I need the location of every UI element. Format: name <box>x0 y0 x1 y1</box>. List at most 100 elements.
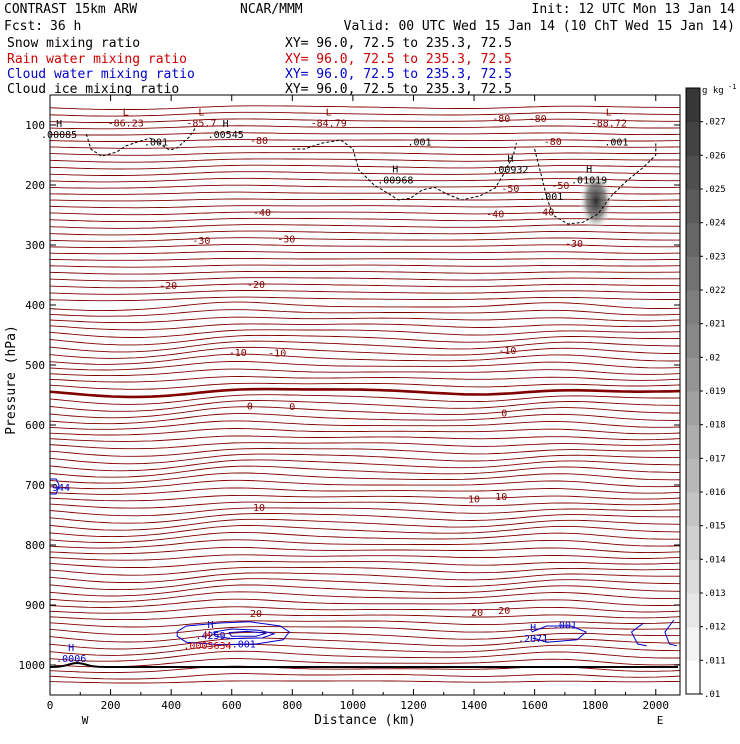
header-valid: Valid: 00 UTC Wed 15 Jan 14 (10 ChT Wed … <box>344 19 735 34</box>
colorbar-unit-exponent: -1 <box>728 83 736 91</box>
colorbar-label: .022 <box>704 286 726 296</box>
temperature-contour-line <box>50 637 680 650</box>
cloud-water-contour <box>50 478 60 495</box>
temperature-contour-label: -40 <box>253 208 271 219</box>
colorbar-bin <box>686 458 700 493</box>
temperature-contour-line <box>50 301 680 312</box>
x-tick-label: 0 <box>47 699 54 712</box>
temperature-contour-line <box>50 376 680 383</box>
temperature-contour-line <box>50 620 680 628</box>
temperature-contour-label: -30 <box>565 239 583 250</box>
y-tick-label: 600 <box>25 419 45 432</box>
temperature-contour-line <box>50 316 680 324</box>
temperature-contour-line <box>50 591 680 603</box>
temperature-contour-line <box>50 643 680 656</box>
temperature-contour-line <box>50 578 680 591</box>
y-tick-label: 400 <box>25 299 45 312</box>
extremum-symbol: L <box>606 107 612 118</box>
temperature-contour-line <box>50 387 680 399</box>
temperature-contour-line <box>50 329 680 338</box>
extremum-symbol: L <box>198 107 204 118</box>
temperature-contour-line <box>50 525 680 538</box>
colorbar-label: .026 <box>704 151 726 161</box>
temperature-contour-line <box>50 191 680 195</box>
temperature-contour-line <box>50 152 680 156</box>
colorbar-bin <box>686 290 700 325</box>
colorbar-bin <box>686 357 700 392</box>
temperature-contour-label: -20 <box>247 280 265 291</box>
extremum-value: .00085 <box>41 130 77 141</box>
colorbar-bin <box>686 660 700 695</box>
temperature-contour-line <box>50 406 680 419</box>
header-init: Init: 12 UTC Mon 13 Jan 14 <box>532 2 736 17</box>
x-tick-label: 1000 <box>340 699 367 712</box>
temperature-contour-line <box>50 164 680 170</box>
x-tick-label: 1600 <box>521 699 548 712</box>
temperature-contour-line <box>50 205 680 209</box>
cloud-ice-contour-label: .001 <box>539 192 563 203</box>
colorbar-label: .011 <box>704 656 726 666</box>
temperature-contour-line <box>50 158 680 163</box>
snow-shading-blob <box>579 171 613 231</box>
temperature-contour-line <box>50 198 680 202</box>
extremum-value: -85.7 <box>186 118 216 129</box>
temperature-contour-line <box>50 442 680 450</box>
cloud-ice-contour-label: .001 <box>144 137 168 148</box>
cloud-water-contour <box>228 630 267 637</box>
y-tick-label: 500 <box>25 359 45 372</box>
temperature-contour-line <box>50 368 680 377</box>
temperature-contour-label: -50 <box>551 181 569 192</box>
colorbar-label: .023 <box>704 252 726 262</box>
temperature-contour-line <box>50 453 680 465</box>
field-xy-rain: XY= 96.0, 72.5 to 235.3, 72.5 <box>285 52 512 67</box>
extremum-symbol: H <box>223 119 229 130</box>
temperature-contour-line <box>50 613 680 621</box>
temperature-contour-line <box>50 554 680 561</box>
colorbar-bin <box>686 121 700 156</box>
cloud-ice-contour <box>352 142 517 201</box>
x-tick-label: 1200 <box>400 699 427 712</box>
temperature-contour-line <box>50 501 680 509</box>
colorbar-bin <box>686 559 700 594</box>
header-title: CONTRAST 15km ARW <box>4 2 137 17</box>
temperature-contour-line <box>50 224 680 229</box>
temperature-contour-line <box>50 539 680 549</box>
y-tick-label: 1000 <box>19 659 46 672</box>
temperature-contour-line <box>50 494 680 502</box>
temperature-contour-line <box>50 479 680 490</box>
temperature-contour-line <box>50 270 680 275</box>
header-fcst-label: Fcst: <box>4 19 43 34</box>
y-tick-label: 300 <box>25 239 45 252</box>
temperature-contour-label: 10 <box>495 492 507 503</box>
temperature-contour-line <box>50 257 680 261</box>
extremum-value: -86.23 <box>108 118 144 129</box>
field-xy-cloud-ice: XY= 96.0, 72.5 to 235.3, 72.5 <box>285 82 512 97</box>
extremum-symbol: H <box>204 630 210 641</box>
extremum-symbol: H <box>530 623 536 634</box>
colorbar-label: .017 <box>704 454 726 464</box>
temperature-contour-label: 0 <box>247 401 253 412</box>
temperature-contour-line <box>50 428 680 436</box>
temperature-contour-line <box>50 309 680 317</box>
field-name-cloud-ice: Cloud ice mixing ratio <box>7 82 179 97</box>
temperature-contour-label: 0 <box>289 402 295 413</box>
surface-pressure-line <box>50 661 678 668</box>
temperature-contour-line <box>50 105 680 111</box>
temperature-contour-line <box>50 361 680 371</box>
colorbar-label: .01 <box>704 690 720 700</box>
temperature-contour-line <box>50 606 680 614</box>
y-tick-label: 700 <box>25 479 45 492</box>
temperature-contour-line <box>50 296 680 302</box>
temperature-contour-line <box>50 251 680 255</box>
temperature-contour-line <box>50 400 680 412</box>
temperature-contour-line <box>50 277 680 282</box>
x-end-label-west: W <box>82 714 89 727</box>
temperature-contour-line <box>50 382 680 390</box>
y-axis-label: Pressure (hPa) <box>4 325 19 435</box>
temperature-contour-line <box>50 125 680 130</box>
temperature-contour-label: -40 <box>536 208 554 219</box>
temperature-contour-line <box>50 435 680 442</box>
temperature-contour-label: -10 <box>268 349 286 360</box>
colorbar-bin <box>686 323 700 358</box>
